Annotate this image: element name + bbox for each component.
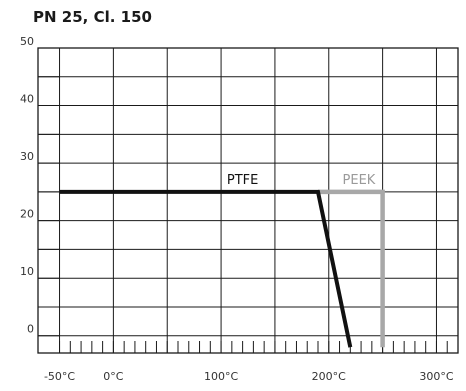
x-tick-label: 100°C xyxy=(204,370,238,383)
y-tick-label: 10 xyxy=(20,265,34,278)
series-label-ptfe: PTFE xyxy=(227,173,258,188)
x-tick-label: 0°C xyxy=(103,370,123,383)
y-tick-label: 20 xyxy=(20,208,34,221)
x-tick-label: -50°C xyxy=(44,370,75,383)
x-tick-label: 200°C xyxy=(312,370,346,383)
y-tick-label: 50 xyxy=(20,35,34,48)
chart-title: PN 25, Cl. 150 xyxy=(33,8,152,26)
series-lines xyxy=(59,189,385,348)
x-tick-label: 300°C xyxy=(419,370,453,383)
y-tick-label: 30 xyxy=(20,150,34,163)
y-tick-labels: 0 10 20 30 40 50 xyxy=(20,35,34,336)
y-tick-label: 40 xyxy=(20,93,34,106)
grid xyxy=(38,48,458,353)
plot-frame xyxy=(37,47,459,354)
x-tick-labels: -50°C 0°C 100°C 200°C 300°C xyxy=(44,370,454,383)
series-labels: PTFE PEEK xyxy=(227,173,376,188)
series-label-peek: PEEK xyxy=(343,173,376,188)
series-line-peek xyxy=(318,189,385,348)
series-line-ptfe xyxy=(59,189,353,348)
y-tick-label: 0 xyxy=(27,323,34,336)
plot-border xyxy=(37,47,459,354)
